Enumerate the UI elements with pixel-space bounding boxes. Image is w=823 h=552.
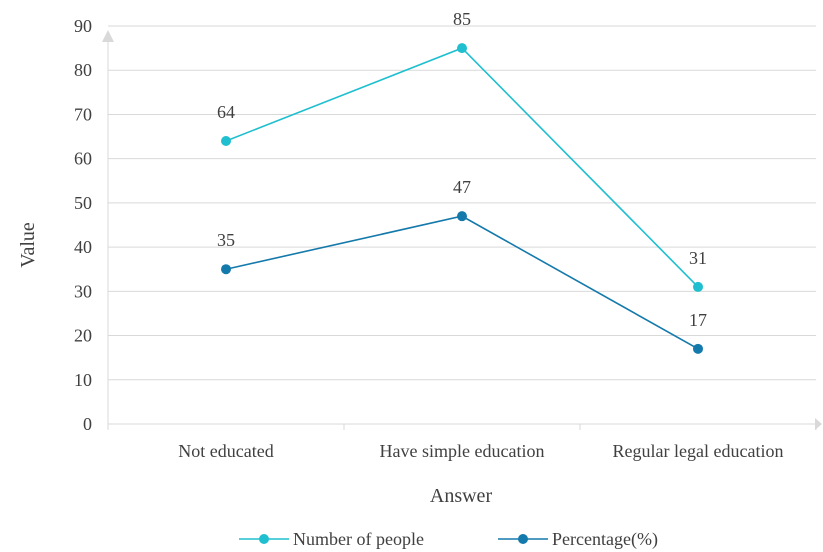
data-point: [693, 343, 703, 354]
y-tick-label: 80: [74, 60, 92, 80]
data-labels: 64 85 31 35 47 17: [217, 9, 707, 330]
y-tick-labels: 0 10 20 30 40 50 60 70 80 90: [74, 16, 92, 434]
data-point: [221, 264, 231, 275]
axes: [102, 30, 822, 430]
x-axis-arrow: [815, 418, 822, 430]
data-label: 31: [689, 248, 707, 268]
y-tick-label: 40: [74, 237, 92, 257]
x-tick-label: Not educated: [178, 441, 273, 461]
data-label: 64: [217, 102, 235, 122]
x-tick-labels: Not educated Have simple education Regular…: [178, 441, 783, 461]
legend-item: Percentage(%): [498, 529, 658, 550]
series-line: [225, 47, 699, 288]
data-label: 85: [453, 9, 471, 29]
legend: Number of people Percentage(%): [239, 529, 658, 550]
y-tick-label: 90: [74, 16, 92, 36]
y-tick-label: 60: [74, 149, 92, 169]
y-axis-arrow: [102, 30, 114, 42]
y-tick-label: 50: [74, 193, 92, 213]
data-label: 35: [217, 230, 235, 250]
data-point: [693, 281, 703, 292]
data-point: [457, 43, 467, 54]
y-tick-label: 30: [74, 281, 92, 301]
series-group: [221, 43, 703, 354]
data-point: [221, 135, 231, 146]
legend-marker: [259, 534, 269, 544]
legend-label: Number of people: [293, 529, 424, 549]
y-axis-title: Value: [17, 222, 39, 268]
y-tick-label: 0: [83, 414, 92, 434]
legend-item: Number of people: [239, 529, 424, 549]
legend-marker: [518, 534, 528, 544]
x-tick-label: Have simple education: [380, 441, 545, 461]
data-label: 47: [453, 177, 471, 197]
y-tick-label: 70: [74, 104, 92, 124]
data-point: [457, 211, 467, 222]
x-axis-title: Answer: [430, 485, 493, 507]
x-tick-label: Regular legal education: [613, 441, 784, 461]
legend-label: Percentage(%): [552, 529, 658, 550]
y-tick-label: 10: [74, 370, 92, 390]
y-tick-label: 20: [74, 326, 92, 346]
data-label: 17: [689, 310, 707, 330]
series-line: [225, 215, 699, 350]
gridlines: [108, 25, 816, 381]
